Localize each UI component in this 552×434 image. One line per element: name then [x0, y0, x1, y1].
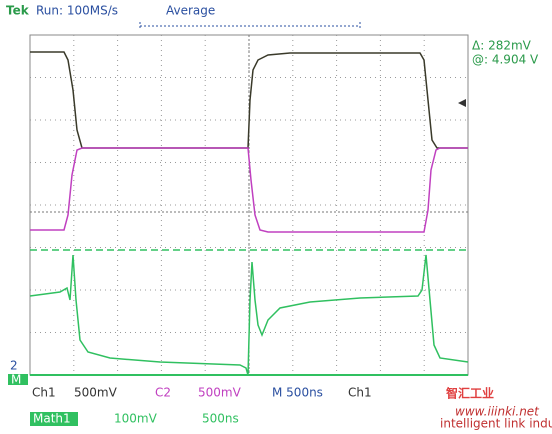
ch1-scale: 500mV [74, 386, 118, 400]
trigger-source: Ch1 [348, 386, 372, 400]
math-scale: 100mV [114, 412, 158, 426]
watermark-site: www.iiinki.net [455, 405, 540, 419]
run-status: Run: 100MS/s [36, 4, 118, 18]
math-marker: M [11, 373, 21, 387]
ch2-label: C2 [155, 386, 171, 400]
math-label-box [30, 412, 78, 426]
record-bracket [139, 22, 361, 30]
readout-at: @: 4.904 V [472, 53, 539, 67]
watermark-tagline: intelligent link industry [440, 417, 552, 431]
watermark-title: 智汇工业 [445, 386, 494, 401]
brand: Tek [6, 4, 30, 18]
ch2-trace [30, 147, 468, 233]
math-trace [29, 254, 469, 376]
readout-delta: Δ: 282mV [472, 39, 532, 53]
grid [30, 35, 468, 375]
acquire-mode: Average [166, 4, 215, 18]
math-time: 500ns [202, 412, 239, 426]
ch2-marker: 2 [10, 359, 18, 373]
timebase: M 500ns [272, 386, 323, 400]
ch2-scale: 500mV [198, 386, 242, 400]
math-marker-box [8, 374, 28, 385]
ch1-trace [30, 51, 468, 149]
trigger-level-marker [458, 99, 466, 107]
math-label: Math1 [33, 412, 71, 426]
ch1-label: Ch1 [32, 386, 56, 400]
graticule [29, 34, 469, 376]
